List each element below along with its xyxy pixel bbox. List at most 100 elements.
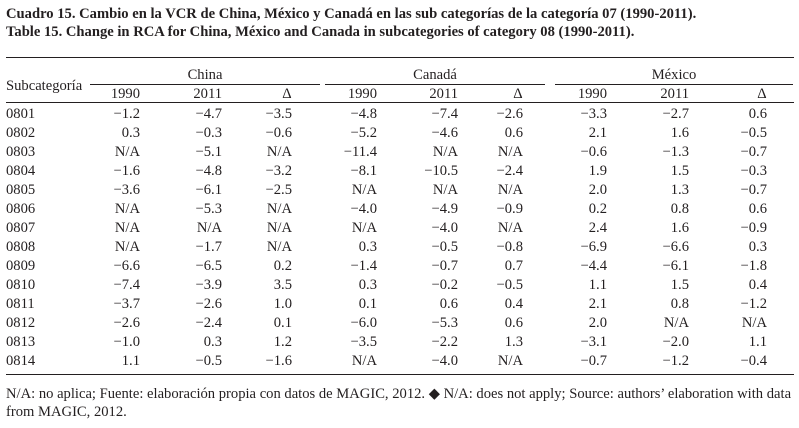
row-header-label: Subcategoría (6, 78, 83, 94)
table-cell: 0.8 (670, 201, 689, 217)
column-header: 2011 (429, 86, 458, 102)
column-header: 2011 (660, 86, 689, 102)
table-cell: −0.5 (496, 277, 523, 293)
table-cell: −0.7 (431, 258, 458, 274)
table-cell: −3.1 (580, 334, 607, 350)
table-cell: −8.1 (350, 163, 377, 179)
row-code: 0812 (6, 315, 36, 331)
table-cell: 1.1 (588, 277, 607, 293)
table-cell: −0.6 (580, 144, 607, 160)
table-cell: −6.1 (195, 182, 222, 198)
table-cell: N/A (114, 220, 140, 236)
table-cell: N/A (266, 220, 292, 236)
table-cell: N/A (432, 144, 458, 160)
table-cell: −0.7 (740, 182, 767, 198)
table-cell: −2.6 (496, 106, 523, 122)
table-cell: −2.6 (195, 296, 222, 312)
table-cell: N/A (741, 315, 767, 331)
table-cell: 0.2 (588, 201, 607, 217)
table-cell: −6.0 (350, 315, 377, 331)
table-cell: N/A (266, 144, 292, 160)
table-cell: −1.7 (195, 239, 222, 255)
table-cell: −2.7 (662, 106, 689, 122)
table-cell: −4.9 (431, 201, 458, 217)
table-cell: N/A (351, 353, 377, 369)
row-code: 0813 (6, 334, 36, 350)
table-cell: 1.3 (504, 334, 523, 350)
table-cell: 0.3 (358, 277, 377, 293)
table-cell: −3.6 (113, 182, 140, 198)
table-cell: N/A (114, 144, 140, 160)
table-cell: −1.2 (113, 106, 140, 122)
table-cell: N/A (114, 239, 140, 255)
table-cell: −10.5 (424, 163, 458, 179)
table-cell: −2.4 (195, 315, 222, 331)
table-cell: −4.8 (350, 106, 377, 122)
table-cell: −4.0 (350, 201, 377, 217)
table-cell: −6.9 (580, 239, 607, 255)
table-cell: −0.9 (740, 220, 767, 236)
row-code: 0804 (6, 163, 36, 179)
table-cell: −6.6 (113, 258, 140, 274)
table-cell: −6.5 (195, 258, 222, 274)
table-cell: −2.6 (113, 315, 140, 331)
caption-english: Table 15. Change in RCA for China, Méxic… (6, 24, 635, 40)
table-cell: 1.3 (670, 182, 689, 198)
table-cell: −4.0 (431, 353, 458, 369)
caption-spanish: Cuadro 15. Cambio en la VCR de China, Mé… (6, 6, 697, 22)
table-cell: −3.3 (580, 106, 607, 122)
group-underline (555, 84, 793, 85)
table-cell: −4.4 (580, 258, 607, 274)
table-cell: N/A (351, 220, 377, 236)
table-cell: −0.4 (740, 353, 767, 369)
table-cell: N/A (497, 353, 523, 369)
table-cell: 1.6 (670, 220, 689, 236)
table-cell: −0.6 (265, 125, 292, 141)
group-underline (325, 84, 545, 85)
table-cell: −1.8 (740, 258, 767, 274)
header-bottom-rule (6, 102, 794, 103)
row-code: 0802 (6, 125, 36, 141)
table-cell: −4.8 (195, 163, 222, 179)
table-cell: −1.3 (662, 144, 689, 160)
table-cell: −0.2 (431, 277, 458, 293)
table-cell: 3.5 (273, 277, 292, 293)
table-cell: 1.5 (670, 163, 689, 179)
table-cell: −4.6 (431, 125, 458, 141)
group-header: México (651, 67, 697, 83)
table-cell: N/A (114, 201, 140, 217)
table-cell: −0.8 (496, 239, 523, 255)
table-cell: 0.3 (748, 239, 767, 255)
table-cell: −4.0 (431, 220, 458, 236)
table-cell: 0.4 (504, 296, 523, 312)
table-cell: −5.3 (431, 315, 458, 331)
table-cell: 0.7 (504, 258, 523, 274)
table-cell: −7.4 (113, 277, 140, 293)
table-cell: 0.1 (358, 296, 377, 312)
table-cell: 0.3 (358, 239, 377, 255)
table-cell: −2.0 (662, 334, 689, 350)
table-cell: N/A (266, 239, 292, 255)
table-cell: −3.2 (265, 163, 292, 179)
table-cell: 1.6 (670, 125, 689, 141)
row-code: 0814 (6, 353, 36, 369)
table-cell: 0.6 (504, 315, 523, 331)
table-cell: 1.2 (273, 334, 292, 350)
table-cell: −0.5 (195, 353, 222, 369)
column-header: 1990 (577, 86, 607, 102)
table-cell: 1.1 (121, 353, 140, 369)
table-cell: −5.2 (350, 125, 377, 141)
group-header: China (187, 67, 223, 83)
table-cell: −0.7 (740, 144, 767, 160)
table-cell: N/A (266, 201, 292, 217)
table-cell: N/A (497, 182, 523, 198)
table-cell: −4.7 (195, 106, 222, 122)
table-cell: 2.1 (588, 125, 607, 141)
column-header: 1990 (110, 86, 140, 102)
table-bottom-rule (6, 374, 794, 375)
group-header: Canadá (413, 67, 457, 83)
table-cell: −6.6 (662, 239, 689, 255)
table-cell: 2.4 (588, 220, 607, 236)
table-cell: 1.1 (748, 334, 767, 350)
table-cell: −2.5 (265, 182, 292, 198)
